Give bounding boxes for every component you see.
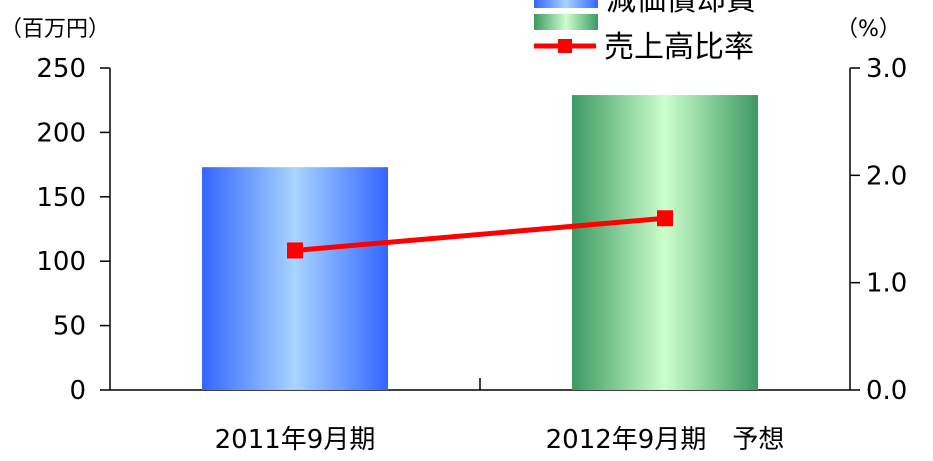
ratio-line	[294, 215, 666, 253]
left-axis-ticks: 0 50 100 150 200 250	[36, 54, 110, 406]
category-labels: 2011年9月期 2012年9月期 予想	[215, 425, 785, 455]
legend-swatch-bar1	[534, 0, 598, 8]
left-tick-label: 150	[36, 183, 86, 213]
line-series	[287, 210, 673, 259]
left-tick-label: 50	[53, 312, 86, 342]
legend-label-line: 売上高比率	[604, 30, 754, 65]
left-tick-label: 200	[36, 118, 86, 148]
right-axis-ticks: 0.0 1.0 2.0 3.0	[850, 54, 907, 406]
right-tick-label: 2.0	[866, 161, 907, 191]
right-axis-unit-label: （%）	[836, 17, 901, 42]
ratio-point-2	[657, 210, 673, 227]
left-axis-unit-label: （百万円）	[0, 17, 110, 42]
bar-series	[202, 95, 758, 390]
left-tick-label: 100	[36, 247, 86, 277]
bar-1	[202, 167, 388, 390]
category-label: 2011年9月期	[215, 425, 376, 455]
right-tick-label: 1.0	[866, 269, 907, 299]
left-tick-label: 250	[36, 54, 86, 84]
right-tick-label: 0.0	[866, 376, 907, 406]
right-tick-label: 3.0	[866, 54, 907, 84]
legend: 減価償却費 売上高比率	[534, 0, 756, 65]
ratio-point-1	[287, 242, 303, 259]
category-label: 2012年9月期 予想	[546, 425, 785, 455]
bar-2	[572, 95, 758, 390]
left-tick-label: 0	[69, 376, 86, 406]
legend-label-bar: 減価償却費	[606, 0, 756, 18]
legend-swatch-bar2	[534, 14, 598, 30]
legend-swatch-line-marker	[558, 39, 572, 53]
